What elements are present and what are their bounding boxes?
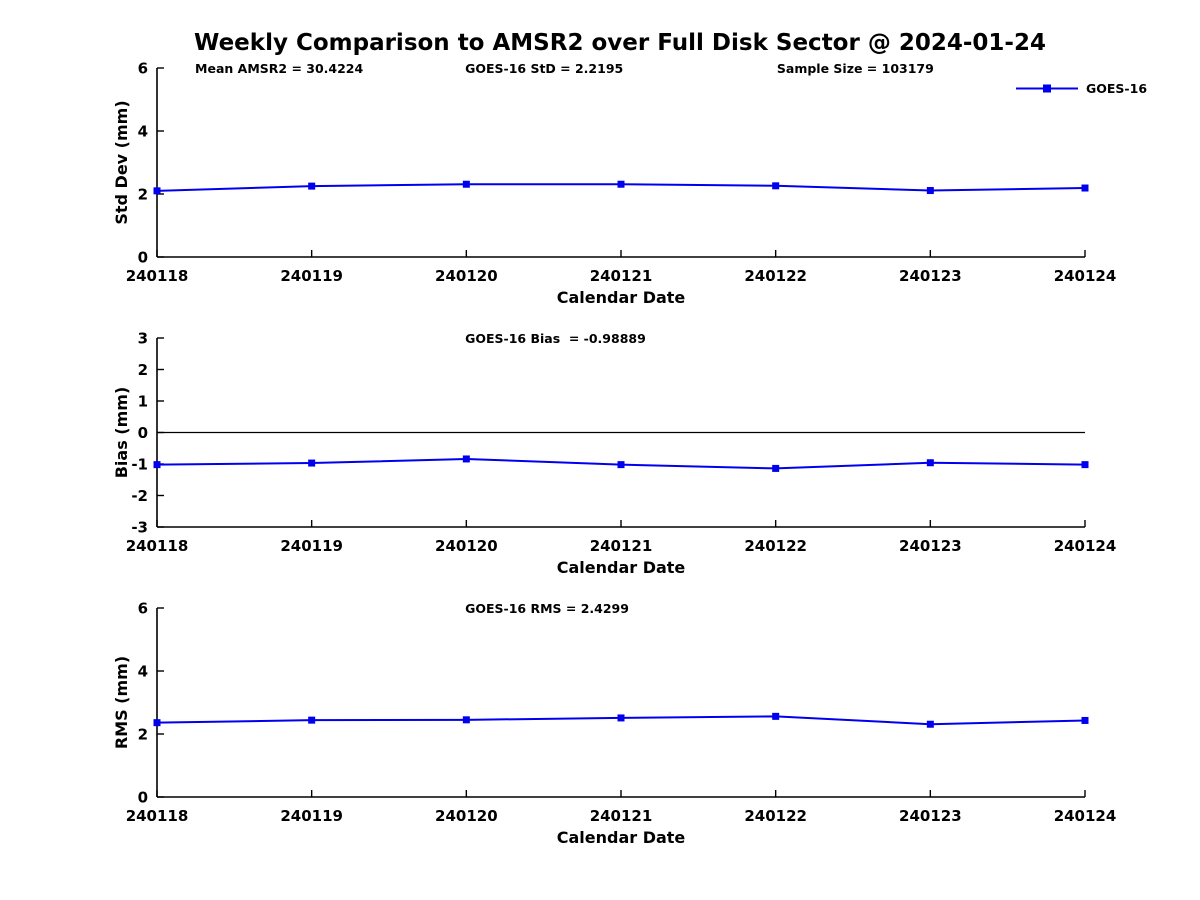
x-tick-label: 240122 (744, 807, 807, 825)
x-tick-label: 240118 (126, 537, 189, 555)
y-tick-label: 6 (138, 600, 148, 618)
data-point-marker (308, 459, 316, 467)
x-tick-label: 240122 (744, 267, 807, 285)
data-point-marker (462, 455, 470, 463)
data-point-marker (926, 187, 934, 195)
figure-title: Weekly Comparison to AMSR2 over Full Dis… (194, 30, 1046, 56)
x-tick-label: 240120 (435, 537, 498, 555)
chart-rms: 0 2 4 6 240118 240119 240120 240121 240122 240123… (112, 600, 1116, 848)
stat-annotation: Mean AMSR2 = 30.4224 (195, 61, 363, 76)
data-point-marker (772, 712, 780, 720)
y-axis-title: RMS (mm) (112, 656, 131, 749)
y-tick-label: 1 (138, 393, 148, 411)
x-tick-label: 240124 (1054, 807, 1117, 825)
data-point-marker (1081, 716, 1089, 724)
x-tick-label: 240123 (899, 267, 962, 285)
data-point-marker (1081, 184, 1089, 192)
data-point-marker (926, 459, 934, 467)
x-tick-label: 240118 (126, 807, 189, 825)
data-point-marker (153, 187, 161, 195)
data-point-marker (617, 714, 625, 722)
data-point-marker (617, 180, 625, 188)
data-point-marker (772, 464, 780, 472)
data-point-marker (462, 180, 470, 188)
x-tick-label: 240119 (280, 537, 343, 555)
data-point-marker (1081, 461, 1089, 469)
x-tick-label: 240121 (590, 267, 653, 285)
stat-annotation: GOES-16 Bias = -0.98889 (465, 331, 646, 346)
x-tick-label: 240123 (899, 807, 962, 825)
x-axis-title: Calendar Date (557, 288, 686, 307)
y-tick-label: 3 (138, 330, 148, 348)
x-tick-label: 240121 (590, 537, 653, 555)
stat-annotation: GOES-16 RMS = 2.4299 (465, 601, 629, 616)
x-tick-label: 240122 (744, 537, 807, 555)
y-tick-label: 0 (138, 424, 148, 442)
y-tick-label: 2 (138, 726, 148, 744)
y-tick-label: 0 (138, 249, 148, 267)
y-tick-label: 4 (138, 663, 148, 681)
y-tick-label: 6 (138, 60, 148, 78)
y-tick-label: -2 (131, 487, 148, 505)
data-point-marker (617, 461, 625, 469)
legend-marker (1043, 84, 1051, 93)
y-tick-label: 0 (138, 789, 148, 807)
data-point-marker (308, 182, 316, 190)
stat-annotation: GOES-16 StD = 2.2195 (465, 61, 623, 76)
x-tick-label: 240120 (435, 807, 498, 825)
y-tick-label: 2 (138, 186, 148, 204)
x-tick-label: 240119 (280, 267, 343, 285)
data-point-marker (462, 716, 470, 724)
x-axis-title: Calendar Date (557, 558, 686, 577)
x-tick-label: 240123 (899, 537, 962, 555)
data-point-marker (926, 720, 934, 728)
legend-label: GOES-16 (1086, 81, 1147, 96)
y-axis-title: Bias (mm) (112, 387, 131, 479)
x-tick-label: 240124 (1054, 267, 1117, 285)
stat-annotation: Sample Size = 103179 (777, 61, 934, 76)
x-tick-label: 240119 (280, 807, 343, 825)
y-tick-label: -3 (131, 519, 148, 537)
chart-std-dev: 0 2 4 6 240118 240119 240120 240121 240122 240123… (112, 60, 1147, 308)
x-tick-label: 240120 (435, 267, 498, 285)
y-tick-label: 2 (138, 361, 148, 379)
y-tick-label: -1 (131, 456, 148, 474)
legend: GOES-16 (1016, 81, 1147, 96)
y-axis-title: Std Dev (mm) (112, 100, 131, 224)
x-tick-label: 240124 (1054, 537, 1117, 555)
x-tick-label: 240118 (126, 267, 189, 285)
x-axis-title: Calendar Date (557, 828, 686, 847)
data-point-marker (772, 182, 780, 190)
y-tick-label: 4 (138, 123, 148, 141)
x-tick-label: 240121 (590, 807, 653, 825)
chart-bias: -3 -2 -1 0 1 2 3 240118 240119 240120 240121 240122… (112, 330, 1116, 578)
data-point-marker (153, 719, 161, 727)
data-point-marker (308, 716, 316, 724)
data-point-marker (153, 461, 161, 469)
